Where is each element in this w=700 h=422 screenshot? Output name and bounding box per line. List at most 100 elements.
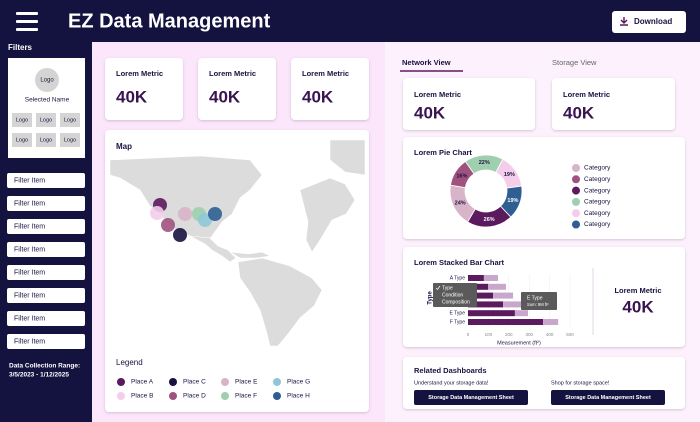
legend-swatch	[572, 209, 580, 218]
tab: Storage View	[552, 58, 597, 67]
menu-icon[interactable]	[16, 12, 38, 31]
bar	[493, 292, 514, 299]
logo-box	[12, 113, 32, 127]
metric-value: 40K	[622, 297, 654, 316]
legend-label: Place A	[131, 379, 154, 386]
x-tick-label: 300	[525, 332, 533, 337]
pie-value-label: 26%	[484, 217, 495, 223]
metric-value: 40K	[209, 87, 241, 106]
metric-label: Lorem Metric	[302, 69, 349, 78]
chart-title: Lorem Pie Chart	[414, 148, 472, 157]
related-text: Understand your storage data!	[414, 380, 489, 386]
tab: Network View	[402, 58, 451, 67]
related-title: Related Dashboards	[414, 366, 487, 375]
logo-label: Logo	[40, 78, 54, 84]
legend-swatch	[572, 164, 580, 172]
filter-item[interactable]	[7, 288, 85, 303]
chart-title: Lorem Stacked Bar Chart	[414, 258, 505, 267]
legend-swatch	[572, 197, 580, 206]
logo-box	[36, 133, 56, 147]
map-marker	[173, 228, 187, 242]
tooltip-text: Sum: 9M ft²	[527, 302, 549, 307]
bar	[468, 292, 494, 299]
metric-value: 40K	[302, 87, 334, 106]
header-bar	[0, 0, 700, 42]
bar	[503, 301, 529, 308]
related-button[interactable]	[414, 390, 528, 405]
filters-title: Filters	[8, 43, 33, 52]
map-marker	[150, 206, 164, 220]
logo-box	[12, 133, 32, 147]
dropdown-option[interactable]: Composition	[442, 299, 470, 305]
metric-label: Lorem Metric	[614, 286, 661, 295]
legend-label: Category	[584, 176, 611, 183]
y-tick-label: A Type	[450, 275, 465, 281]
filter-label: Filter Item	[14, 177, 45, 184]
legend-label: Place D	[183, 393, 206, 400]
filter-item[interactable]	[7, 334, 85, 349]
filter-item[interactable]	[7, 219, 85, 234]
metric-label: Lorem Metric	[116, 69, 163, 78]
metric-card	[403, 78, 535, 130]
legend-title: Legend	[116, 358, 143, 367]
logo-label: Logo	[64, 117, 76, 123]
bar	[468, 275, 484, 281]
dropdown[interactable]	[433, 283, 477, 307]
legend-label: Category	[584, 187, 611, 194]
metric-card	[291, 58, 369, 120]
tooltip-title: E Type	[527, 295, 543, 301]
x-tick-label: 100	[485, 332, 493, 337]
date-range: Data Collection Range:	[9, 363, 80, 370]
y-tick-label: F Type	[450, 319, 465, 325]
metric-value: 40K	[563, 103, 595, 122]
legend-swatch	[221, 378, 229, 386]
map-title: Map	[116, 142, 132, 151]
filter-item[interactable]	[7, 311, 85, 326]
filter-label: Filter Item	[14, 292, 45, 299]
legend-swatch	[169, 378, 177, 386]
map-marker	[178, 207, 192, 221]
legend-label: Category	[584, 221, 611, 228]
logo-circle	[35, 68, 59, 92]
bar	[487, 283, 506, 290]
related-button-label[interactable]: Storage Data Management Sheet	[428, 395, 514, 401]
logo-label: Logo	[40, 137, 52, 143]
metric-label: Lorem Metric	[414, 90, 461, 99]
bar	[483, 275, 498, 281]
legend-label: Category	[584, 199, 611, 206]
bar	[543, 319, 559, 325]
legend-swatch	[169, 392, 177, 400]
filter-item[interactable]	[7, 196, 85, 211]
pie-slice	[450, 160, 475, 189]
legend-label: Category	[584, 165, 611, 172]
filter-item[interactable]	[7, 242, 85, 257]
logo-label: Logo	[40, 117, 52, 123]
filter-item[interactable]	[7, 265, 85, 280]
filter-label: Filter Item	[14, 315, 45, 322]
related-button-label[interactable]: Storage Data Management Sheet	[565, 395, 651, 401]
legend-label: Place C	[183, 379, 206, 386]
app-title: EZ Data Management	[68, 10, 271, 32]
pie-value-label: 22%	[479, 160, 490, 166]
pie-value-label: 19%	[507, 198, 518, 204]
bar	[468, 301, 504, 308]
filter-item[interactable]	[7, 173, 85, 188]
y-axis-label: Type	[428, 291, 434, 305]
map-marker	[208, 207, 222, 221]
logo-box	[60, 133, 80, 147]
metric-card	[552, 78, 675, 130]
download-button[interactable]	[612, 11, 686, 33]
x-tick-label: 400	[546, 332, 554, 337]
pie-value-label: 19%	[504, 172, 515, 178]
legend-swatch	[221, 392, 229, 400]
metric-value: 40K	[414, 103, 446, 122]
filter-label: Filter Item	[14, 269, 45, 276]
related-button[interactable]	[551, 390, 665, 405]
dropdown-option[interactable]: Condition	[442, 292, 463, 298]
date-range: 3/5/2023 - 1/12/2025	[9, 372, 69, 379]
dropdown-option[interactable]: Type	[442, 285, 453, 291]
legend-label: Place B	[131, 393, 153, 400]
filter-label: Filter Item	[14, 223, 45, 230]
logo-label: Logo	[16, 137, 28, 143]
